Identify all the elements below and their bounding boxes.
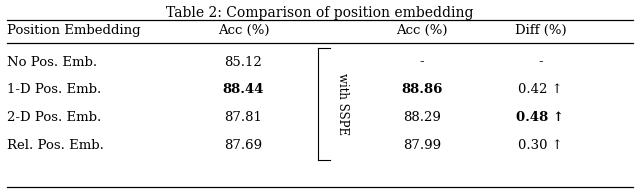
Text: 88.29: 88.29 [403,111,441,124]
Text: -: - [420,56,424,69]
Text: 87.99: 87.99 [403,139,441,152]
Text: 0.48 ↑: 0.48 ↑ [516,111,564,124]
Text: -: - [538,56,543,69]
Text: Position Embedding: Position Embedding [7,24,141,37]
Text: Acc (%): Acc (%) [218,24,269,37]
Text: with SSPE: with SSPE [336,73,349,135]
Text: 87.69: 87.69 [224,139,262,152]
Text: 1-D Pos. Emb.: 1-D Pos. Emb. [7,83,101,96]
Text: Rel. Pos. Emb.: Rel. Pos. Emb. [7,139,104,152]
Text: Table 2: Comparison of position embedding: Table 2: Comparison of position embeddin… [166,6,474,20]
Text: 87.81: 87.81 [225,111,262,124]
Text: 2-D Pos. Emb.: 2-D Pos. Emb. [7,111,101,124]
Text: Acc (%): Acc (%) [396,24,448,37]
Text: 88.44: 88.44 [223,83,264,96]
Text: Diff (%): Diff (%) [515,24,566,37]
Text: 0.42 ↑: 0.42 ↑ [518,83,563,96]
Text: 88.86: 88.86 [401,83,443,96]
Text: 85.12: 85.12 [225,56,262,69]
Text: 0.30 ↑: 0.30 ↑ [518,139,563,152]
Text: No Pos. Emb.: No Pos. Emb. [7,56,97,69]
